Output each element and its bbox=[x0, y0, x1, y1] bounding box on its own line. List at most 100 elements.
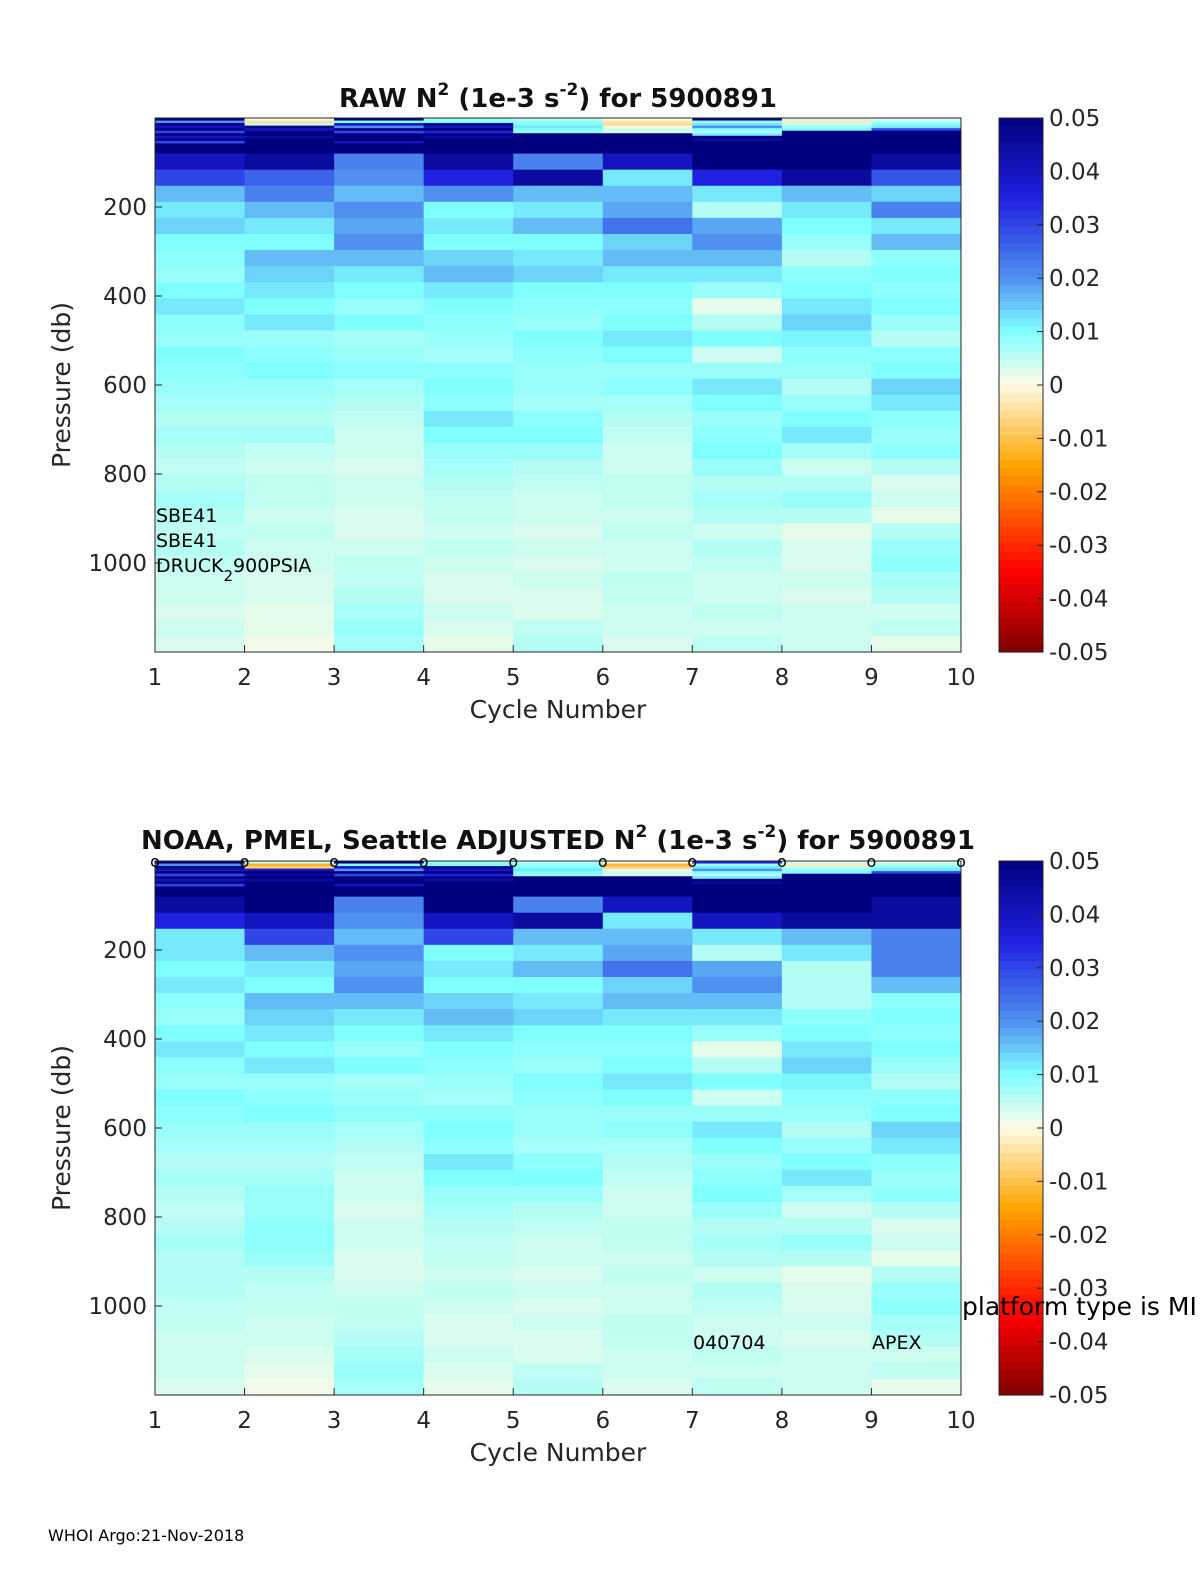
heatmap-cell bbox=[155, 125, 246, 129]
heatmap-cell bbox=[334, 635, 425, 653]
heatmap-cell bbox=[692, 863, 783, 867]
colorbar-swatch bbox=[999, 1344, 1043, 1354]
heatmap-cell bbox=[602, 891, 693, 895]
heatmap-cell bbox=[334, 619, 425, 637]
heatmap-cell bbox=[244, 896, 335, 914]
heatmap-cell bbox=[692, 410, 783, 428]
heatmap-cell bbox=[513, 539, 604, 557]
colorbar-swatch bbox=[999, 293, 1043, 303]
y-tick-label: 800 bbox=[103, 462, 147, 488]
heatmap-cell bbox=[781, 883, 872, 887]
heatmap-cell bbox=[692, 619, 783, 637]
heatmap-cell bbox=[513, 1314, 604, 1332]
heatmap-cell bbox=[513, 523, 604, 540]
heatmap-cell bbox=[155, 217, 246, 235]
heatmap-cell bbox=[602, 1153, 693, 1171]
colorbar-swatch bbox=[999, 526, 1043, 536]
heatmap-cell bbox=[334, 587, 425, 605]
colorbar-swatch bbox=[999, 1219, 1043, 1229]
heatmap-cell bbox=[781, 1346, 872, 1364]
heatmap-cell bbox=[692, 1282, 783, 1300]
x-tick-label: 4 bbox=[416, 665, 431, 691]
heatmap-cell bbox=[155, 123, 246, 127]
colorbar-swatch bbox=[999, 618, 1043, 628]
heatmap-cell bbox=[781, 118, 872, 122]
heatmap-cell bbox=[692, 993, 783, 1010]
heatmap-cell bbox=[155, 883, 246, 887]
heatmap-cell bbox=[692, 883, 783, 887]
heatmap-cell bbox=[513, 130, 604, 134]
heatmap-cell bbox=[781, 1041, 872, 1058]
heatmap-cell bbox=[423, 523, 514, 540]
heatmap-cell bbox=[513, 314, 604, 331]
heatmap-cell bbox=[334, 868, 425, 872]
heatmap-cell bbox=[692, 1266, 783, 1283]
heatmap-cell bbox=[781, 138, 872, 142]
heatmap-cell bbox=[513, 250, 604, 267]
colorbar-swatch bbox=[999, 576, 1043, 586]
heatmap-cell bbox=[244, 635, 335, 653]
colorbar-swatch bbox=[999, 1036, 1043, 1046]
heatmap-cell bbox=[244, 143, 335, 147]
heatmap-cell bbox=[244, 140, 335, 144]
heatmap-cell bbox=[692, 1105, 783, 1123]
colorbar-swatch bbox=[999, 151, 1043, 161]
heatmap-cell bbox=[871, 868, 962, 872]
x-tick-label: 5 bbox=[506, 1408, 521, 1434]
cycle-marker: o bbox=[329, 852, 339, 871]
heatmap-cell bbox=[244, 878, 335, 882]
heatmap-cell bbox=[244, 928, 335, 946]
heatmap-cell bbox=[692, 891, 783, 895]
heatmap-cell bbox=[781, 130, 872, 134]
colorbar-swatch bbox=[999, 1111, 1043, 1121]
heatmap-cell bbox=[513, 394, 604, 412]
heatmap-cell bbox=[334, 944, 425, 962]
heatmap-cell bbox=[871, 883, 962, 887]
heatmap-cell bbox=[871, 185, 962, 203]
heatmap-cell bbox=[155, 878, 246, 882]
colorbar-swatch bbox=[999, 986, 1043, 996]
colorbar-swatch bbox=[999, 118, 1043, 127]
heatmap-cell bbox=[513, 459, 604, 476]
heatmap-cell bbox=[513, 619, 604, 637]
heatmap-cell bbox=[155, 266, 246, 283]
heatmap-cell bbox=[602, 555, 693, 573]
heatmap-cell bbox=[244, 153, 335, 171]
heatmap-cell bbox=[871, 888, 962, 893]
heatmap-cell bbox=[781, 217, 872, 235]
heatmap-cell bbox=[602, 1057, 693, 1074]
heatmap-cell bbox=[334, 217, 425, 235]
colorbar-swatch bbox=[999, 911, 1043, 921]
x-tick-label: 10 bbox=[946, 1408, 975, 1434]
heatmap-cell bbox=[513, 896, 604, 914]
heatmap-cell bbox=[155, 1153, 246, 1171]
colorbar-swatch bbox=[999, 1019, 1043, 1029]
heatmap-cell bbox=[871, 233, 962, 251]
heatmap-cell bbox=[244, 1202, 335, 1219]
heatmap-cell bbox=[871, 1185, 962, 1203]
colorbar-tick-label: -0.04 bbox=[1049, 587, 1109, 613]
heatmap-cell bbox=[244, 378, 335, 396]
heatmap-cell bbox=[871, 459, 962, 476]
heatmap-cell bbox=[423, 1330, 514, 1348]
colorbar-swatch bbox=[999, 1044, 1043, 1054]
colorbar-swatch bbox=[999, 944, 1043, 954]
heatmap-cell bbox=[871, 993, 962, 1010]
colorbar-swatch bbox=[999, 861, 1043, 870]
heatmap-cell bbox=[781, 233, 872, 251]
colorbar-swatch bbox=[999, 543, 1043, 553]
heatmap-cell bbox=[423, 888, 514, 893]
heatmap-cell bbox=[513, 960, 604, 978]
heatmap-cell bbox=[513, 891, 604, 895]
colorbar-swatch bbox=[999, 961, 1043, 971]
heatmap-cell bbox=[781, 410, 872, 428]
colorbar-swatch bbox=[999, 1378, 1043, 1388]
heatmap-cell bbox=[155, 873, 246, 877]
heatmap-cell bbox=[244, 394, 335, 412]
heatmap-cell bbox=[692, 1137, 783, 1155]
heatmap-cell bbox=[155, 143, 246, 147]
heatmap-cell bbox=[244, 868, 335, 872]
heatmap-cell bbox=[781, 555, 872, 573]
heatmap-cell bbox=[244, 1137, 335, 1155]
heatmap-cell bbox=[423, 330, 514, 348]
